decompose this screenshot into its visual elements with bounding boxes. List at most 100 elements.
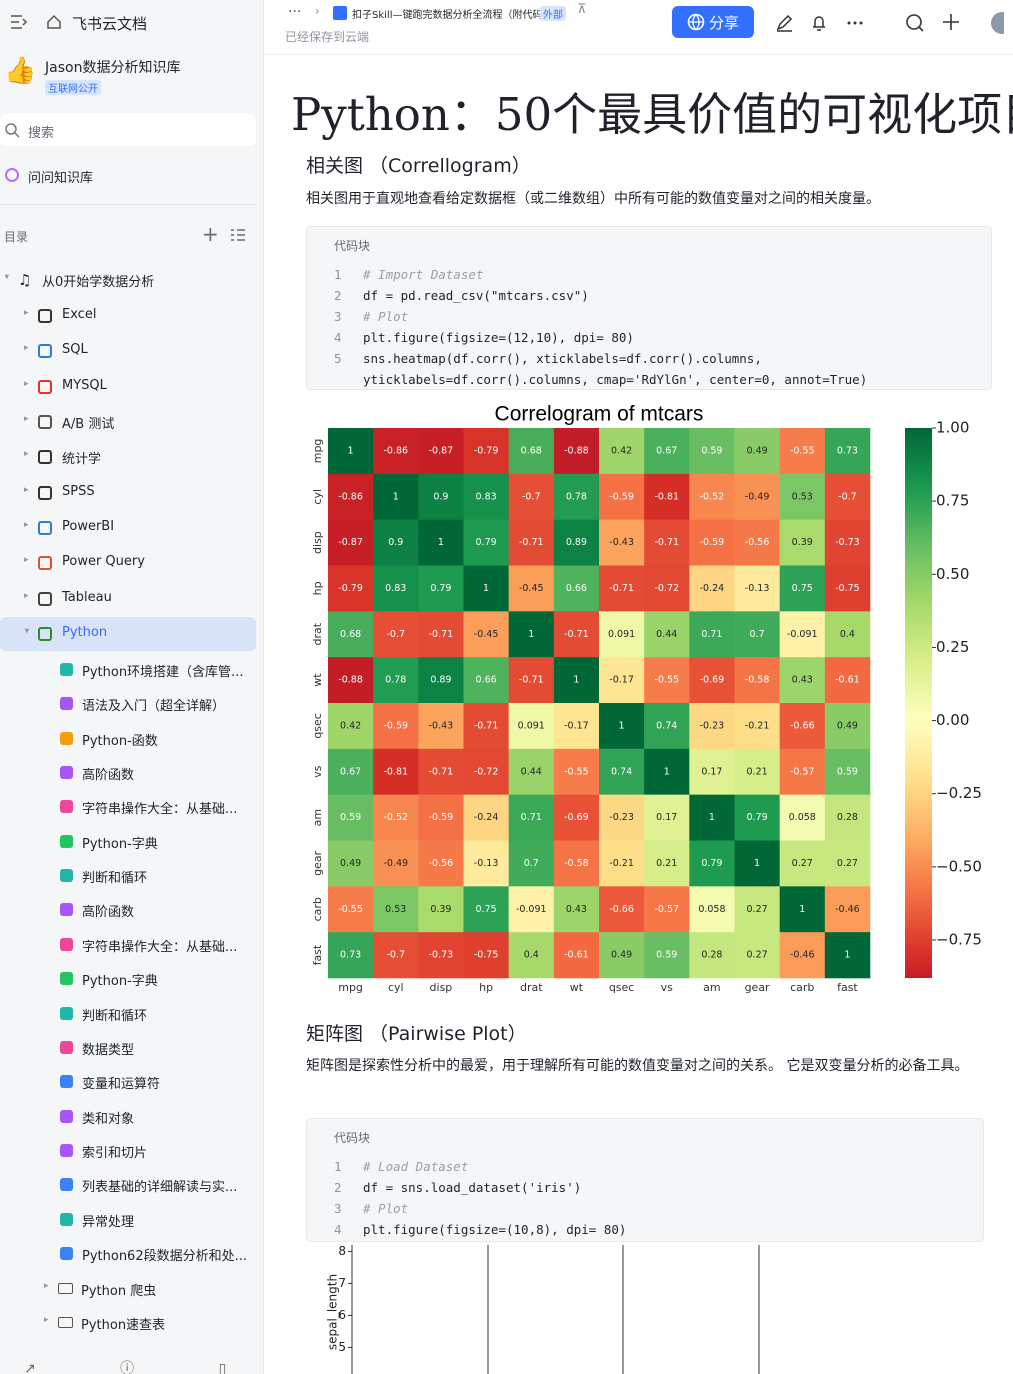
tree-item[interactable]: Python速查表 [81,1318,166,1333]
tree-icon [38,556,52,571]
tree-item[interactable]: 统计学 [62,452,102,468]
doc-icon [60,800,73,814]
tree-item[interactable]: 判断和循环 [82,1008,148,1024]
tree-item[interactable]: 字符串操作大全：从基础... [82,939,238,955]
code-line: plt.figure(figsize=(10,8), dpi= 80) [363,1222,627,1237]
list-icon[interactable] [230,228,246,242]
expand-caret[interactable]: ▸ [24,308,29,318]
workspace-name[interactable]: Jason数据分析知识库 [45,60,181,76]
expand-caret[interactable]: ▸ [24,555,29,566]
right-icons[interactable] [904,12,1004,34]
line-number: 1 [334,1159,342,1174]
tree-icon [38,309,52,323]
workspace-tag: 互联网公开 [45,80,101,95]
doc-icon [60,766,73,780]
tree-item[interactable]: SPSS [62,483,95,499]
more-icon[interactable]: ··· [288,4,302,20]
app-name: 飞书云文档 [72,15,148,33]
share-button[interactable] [672,6,754,38]
tree-item[interactable]: Python-字典 [82,836,158,852]
tree-item[interactable]: 异常处理 [82,1214,135,1230]
search-box[interactable] [0,114,256,146]
doc-icon [60,1040,73,1054]
menu-icon[interactable] [10,14,28,30]
divider [264,54,1013,55]
tree-item[interactable]: 判断和循环 [82,871,148,887]
expand-caret[interactable]: ▸ [24,449,29,460]
tree-item[interactable]: Excel [62,307,97,322]
tree-item[interactable]: 从0开始学数据分析 [42,275,155,290]
tree-icon [38,627,52,642]
tree-item[interactable]: 数据类型 [82,1042,135,1058]
expand-caret[interactable]: ▸ [24,484,29,495]
doc-icon [60,937,73,951]
doc-title: Python：50个最具价值的可视化项目 [291,88,1013,141]
code-line: df = sns.load_dataset('iris') [363,1180,582,1195]
home-icon[interactable] [46,14,62,30]
code-label: 代码块 [334,1131,371,1145]
tree-item[interactable]: 字符串操作大全：从基础... [82,802,238,818]
line-number: 3 [334,1201,342,1216]
bottom-icons[interactable]: ↗ ⓘ ▯ [24,1361,227,1374]
tree-item[interactable]: 高阶函数 [82,768,135,784]
ask-link[interactable]: 问问知识库 [28,171,94,186]
tree-item[interactable]: Python环境搭建（含库管... [82,665,244,680]
expand-caret[interactable]: ▸ [44,1315,49,1325]
tree-icon [38,415,52,430]
search-icon [5,123,20,138]
external-tag: 外部 [540,6,566,21]
tree-item[interactable]: SQL [62,342,88,358]
tree-item[interactable]: 变量和运算符 [82,1077,161,1093]
tree-icon [38,485,52,500]
tree-icon [38,521,52,536]
expand-caret[interactable]: ▸ [21,628,32,634]
tree-item[interactable]: MYSQL [62,377,107,393]
section-heading: 相关图 （Correllogram） [306,155,531,177]
tree-item[interactable]: PowerBI [62,519,115,535]
doc-icon [60,869,73,883]
tree-item[interactable]: 类和对象 [82,1111,135,1127]
doc-icon [60,834,73,848]
breadcrumb[interactable]: 扣子Skill—键跑完数据分析全流程（附代码） [352,10,553,21]
tree-item[interactable]: 高阶函数 [82,905,135,921]
tree-icon [38,379,52,394]
line-number: 2 [334,288,342,303]
tree-item[interactable]: Python-函数 [82,733,158,749]
line-number: 1 [334,267,342,282]
search-placeholder: 搜索 [28,126,55,141]
pin-icon[interactable]: ⊼ [577,2,587,17]
tree-item[interactable]: Python62段数据分析和处... [82,1248,248,1264]
tree-item[interactable]: Tableau [62,589,112,605]
tree-item[interactable]: 索引和切片 [82,1145,148,1161]
doc-icon [60,663,73,676]
globe-icon [687,13,705,31]
section-heading: 矩阵图 （Pairwise Plot） [306,1023,527,1045]
section-text: 相关图用于直观地查看给定数据框（或二维数组）中所有可能的数值变量对之间的相关度量… [306,191,880,207]
expand-caret[interactable]: ▸ [1,274,12,280]
tree-item[interactable]: A/B 测试 [62,417,115,433]
doc-icon [60,1143,73,1157]
tree-item[interactable]: Python-字典 [82,974,158,990]
tree-item[interactable]: 语法及入门（超全详解） [82,699,226,715]
tree-item[interactable]: Python [62,625,108,641]
expand-caret[interactable]: ▸ [24,414,29,425]
doc-icon [60,697,73,711]
expand-caret[interactable]: ▸ [24,590,29,601]
code-line: # Plot [363,309,409,324]
doc-icon [60,1178,73,1192]
add-button[interactable]: + [202,222,219,246]
expand-caret[interactable]: ▸ [24,378,29,389]
line-number: 5 [334,351,342,366]
line-number: 2 [334,1180,342,1195]
tree-item[interactable]: Power Query [62,554,145,570]
toolbar-icons[interactable] [775,13,885,33]
tree-item[interactable]: Python 爬虫 [81,1284,157,1299]
expand-caret[interactable]: ▸ [24,520,29,531]
folder-icon [58,1283,73,1294]
expand-caret[interactable]: ▸ [24,343,29,354]
toc-label: 目录 [4,230,29,244]
expand-caret[interactable]: ▸ [44,1281,49,1291]
tree-item[interactable]: 列表基础的详细解读与实... [82,1180,238,1196]
code-block: 代码块 1 # Load Dataset 2 df = sns.load_dataset… [306,1118,984,1242]
